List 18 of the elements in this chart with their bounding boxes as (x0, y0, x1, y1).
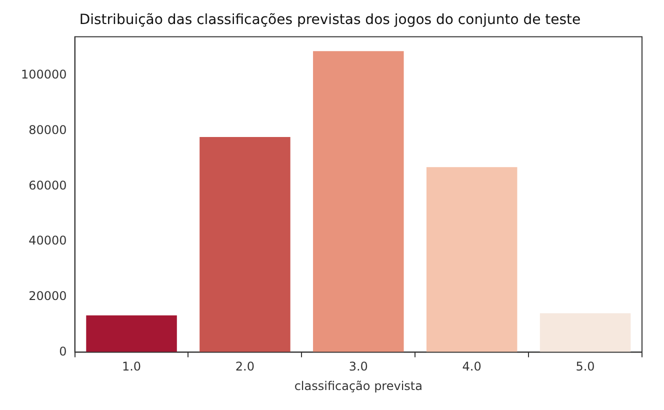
bar (426, 167, 518, 352)
bar (540, 313, 631, 352)
y-tick-label: 20000 (28, 288, 67, 303)
bar (313, 51, 404, 352)
chart-title: Distribuição das classificações previstas dos jogos do conjunto de teste (79, 12, 581, 28)
y-tick-label: 60000 (28, 178, 67, 192)
y-tick-label: 0 (59, 344, 67, 358)
bar (86, 315, 177, 352)
x-tick-label: 3.0 (348, 360, 368, 374)
x-axis-title: classificação prevista (294, 378, 422, 393)
y-tick-label: 40000 (28, 234, 67, 248)
x-tick-label: 2.0 (235, 360, 255, 374)
y-tick-label: 80000 (28, 122, 67, 137)
x-tick-label: 5.0 (576, 360, 595, 374)
y-tick-label: 100000 (20, 68, 67, 82)
bar (200, 136, 290, 352)
x-tick-label: 1.0 (122, 360, 142, 374)
x-tick-label: 4.0 (462, 360, 482, 374)
